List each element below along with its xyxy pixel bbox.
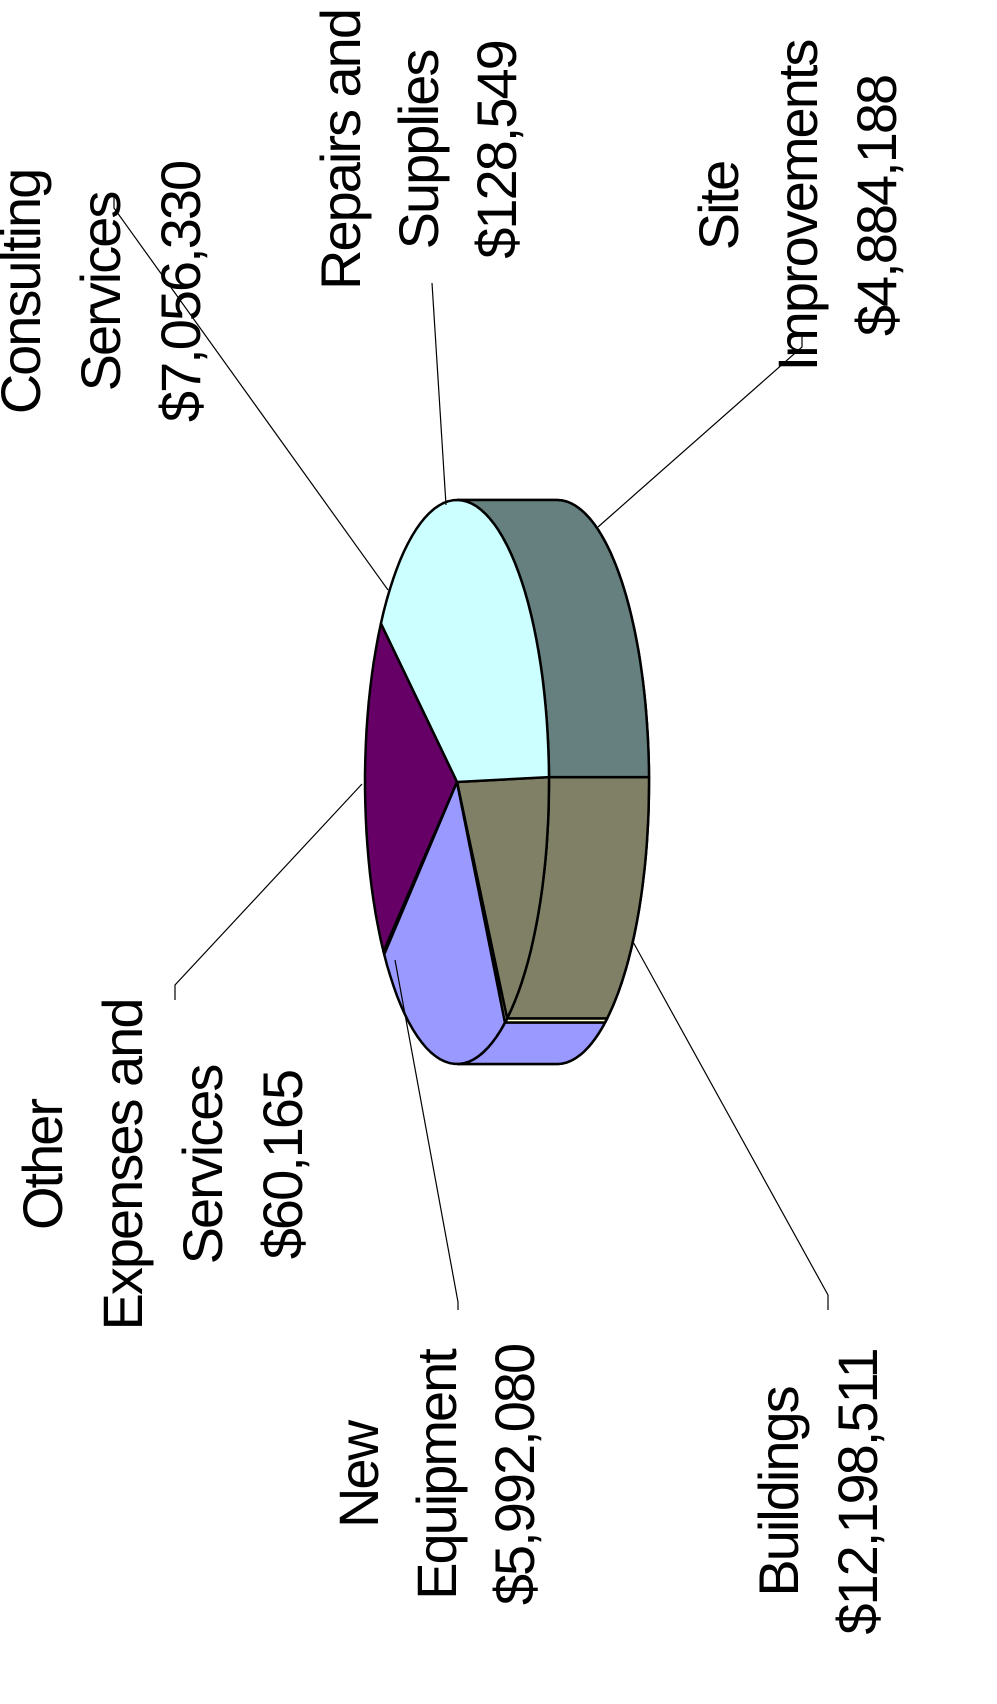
label-line-site-improvements-1: Improvements xyxy=(766,41,829,372)
slice-site-improvements xyxy=(455,775,551,1020)
label-buildings: Buildings $12,198,511 xyxy=(747,1349,889,1634)
slice-labels: Site Improvements $4,884,188 Buildings $12,1… xyxy=(0,10,908,1635)
label-line-new-equipment-2: $5,992,080 xyxy=(483,1345,546,1605)
label-line-new-equipment-1: Equipment xyxy=(405,1348,468,1600)
label-line-other-expenses-and-services-2: Services xyxy=(171,1066,234,1265)
label-line-consulting-services-0: Consulting xyxy=(0,170,52,415)
slice-side-repairs-and-supplies xyxy=(501,1017,609,1024)
slice-consulting-services xyxy=(382,780,507,1066)
leader-site-improvements xyxy=(597,336,803,528)
label-line-repairs-and-supplies-1: Supplies xyxy=(387,51,450,250)
leader-repairs-and-supplies xyxy=(431,282,447,506)
leader-buildings xyxy=(631,939,829,1310)
label-line-site-improvements-2: $4,884,188 xyxy=(845,76,908,336)
leader-consulting-services xyxy=(113,196,389,591)
leader-other-expenses-and-services xyxy=(174,783,363,1000)
label-other-expenses-and-services: Other Expenses and Services $60,165 xyxy=(11,1000,314,1331)
label-consulting-services: Consulting Services $7,056,330 xyxy=(0,162,212,422)
slice-buildings xyxy=(379,498,551,784)
pie-top-face xyxy=(363,498,551,1066)
label-new-equipment: New Equipment $5,992,080 xyxy=(327,1345,546,1605)
label-repairs-and-supplies: Repairs and Supplies $128,549 xyxy=(309,10,528,290)
label-line-new-equipment-0: New xyxy=(327,1419,390,1528)
label-line-buildings-1: $12,198,511 xyxy=(826,1349,889,1634)
label-line-other-expenses-and-services-3: $60,165 xyxy=(251,1071,314,1259)
slice-new-equipment xyxy=(363,622,459,953)
label-line-other-expenses-and-services-0: Other xyxy=(11,1099,74,1230)
label-line-site-improvements-0: Site xyxy=(687,162,750,251)
slice-repairs-and-supplies xyxy=(455,780,509,1024)
pie-sides xyxy=(456,498,651,1066)
label-line-other-expenses-and-services-1: Expenses and xyxy=(91,1000,154,1331)
leader-lines xyxy=(113,196,829,1310)
label-site-improvements: Site Improvements $4,884,188 xyxy=(687,41,908,372)
label-line-consulting-services-1: Services xyxy=(69,193,132,392)
label-line-consulting-services-2: $7,056,330 xyxy=(149,162,212,422)
label-line-buildings-0: Buildings xyxy=(747,1387,810,1596)
leader-new-equipment xyxy=(394,959,459,1310)
label-line-repairs-and-supplies-0: Repairs and xyxy=(309,10,372,290)
label-line-repairs-and-supplies-2: $128,549 xyxy=(465,41,528,259)
